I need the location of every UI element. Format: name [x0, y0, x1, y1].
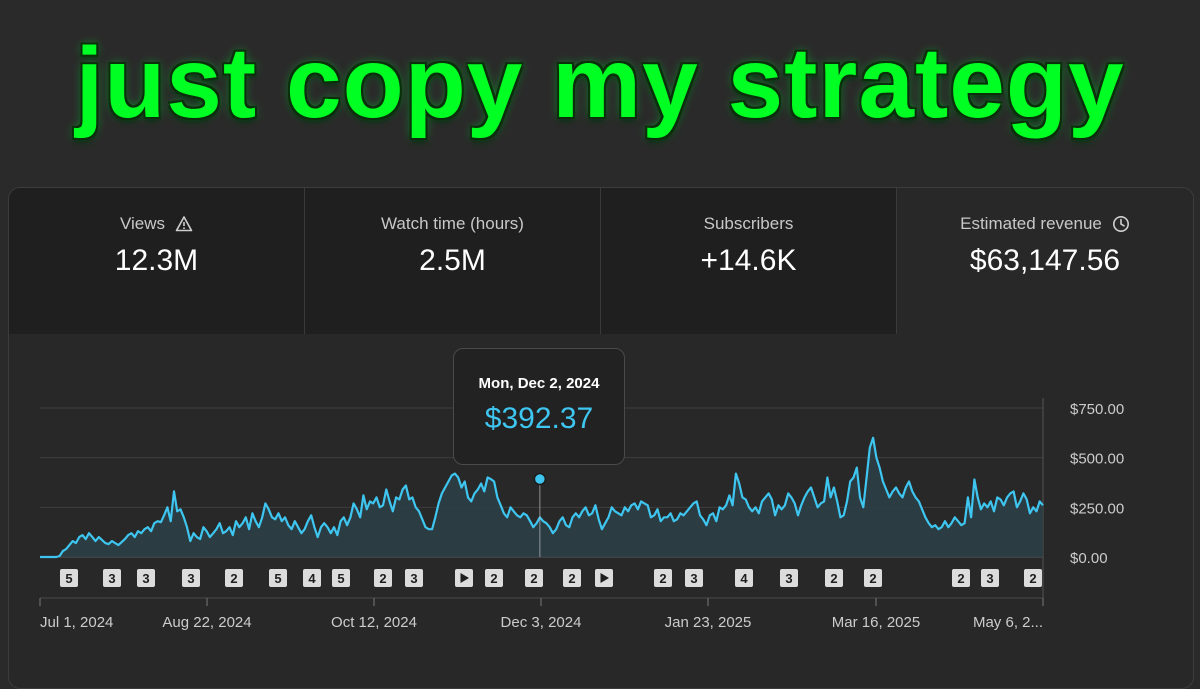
tooltip-value: $392.37 [484, 402, 594, 435]
upload-marker [60, 569, 78, 587]
upload-marker [563, 569, 581, 587]
views-label: Views [119, 214, 166, 233]
play-icon [460, 573, 469, 583]
upload-marker [1024, 569, 1042, 587]
play-icon [600, 573, 609, 583]
x-tick-label: Oct 12, 2024 [331, 614, 417, 631]
x-tick-label: Jul 1, 2024 [40, 614, 113, 631]
upload-marker-count: 2 [230, 571, 237, 586]
tab-subscribers[interactable]: Subscribers +14.6K [601, 188, 897, 334]
upload-marker-count: 3 [108, 571, 115, 586]
upload-marker-count: 2 [379, 571, 386, 586]
upload-marker [269, 569, 287, 587]
upload-marker [825, 569, 843, 587]
upload-marker-count: 3 [410, 571, 417, 586]
upload-marker-count: 5 [337, 571, 344, 586]
upload-marker [332, 569, 350, 587]
revenue-area [40, 437, 1043, 557]
upload-marker-count: 4 [308, 571, 316, 586]
upload-marker-count: 4 [740, 571, 748, 586]
upload-marker-count: 3 [142, 571, 149, 586]
upload-marker [225, 569, 243, 587]
upload-marker-count: 3 [187, 571, 194, 586]
upload-marker [303, 569, 321, 587]
upload-marker [182, 569, 200, 587]
tooltip-date: Mon, Dec 2, 2024 [478, 375, 600, 392]
upload-marker [981, 569, 999, 587]
subscribers-value: +14.6K [700, 244, 797, 277]
x-tick-label: May 6, 2... [973, 614, 1043, 631]
tab-estimated-revenue[interactable]: Estimated revenue $63,147.56 [897, 188, 1193, 334]
upload-marker-count: 3 [690, 571, 697, 586]
y-tick-label: $750.00 [1070, 401, 1124, 418]
views-value: 12.3M [114, 244, 199, 277]
metric-tabs: Views 12.3M Watch time (hours) 2.5M Subs… [9, 188, 1193, 334]
upload-marker [485, 569, 503, 587]
y-tick-label: $500.00 [1070, 451, 1124, 468]
y-tick-label: $250.00 [1070, 500, 1124, 517]
upload-marker-count: 2 [1029, 571, 1036, 586]
watch-time-value: 2.5M [419, 244, 486, 277]
upload-marker-count: 2 [869, 571, 876, 586]
y-tick-label: $0.00 [1070, 550, 1108, 567]
tab-views[interactable]: Views 12.3M [9, 188, 305, 334]
x-tick-label: Jan 23, 2025 [665, 614, 752, 631]
upload-marker [685, 569, 703, 587]
upload-marker [137, 569, 155, 587]
upload-marker [780, 569, 798, 587]
upload-marker-count: 2 [568, 571, 575, 586]
revenue-line [40, 436, 1044, 559]
upload-marker [374, 569, 392, 587]
upload-marker-count: 2 [490, 571, 497, 586]
upload-marker-count: 3 [785, 571, 792, 586]
upload-marker [735, 569, 753, 587]
warning-icon [175, 215, 193, 233]
subscribers-label: Subscribers [703, 214, 794, 233]
revenue-chart: $750.00 $500.00 $250.00 $0.00 Jul 1, 2024 Aug… [39, 398, 1124, 631]
upload-marker-count: 3 [986, 571, 993, 586]
chart-tooltip: Mon, Dec 2, 2024 $392.37 [453, 348, 625, 465]
headline: just copy my strategy [75, 27, 1125, 139]
upload-marker-count: 5 [65, 571, 72, 586]
clock-icon [1112, 215, 1130, 233]
upload-marker [952, 569, 970, 587]
upload-marker [405, 569, 423, 587]
watch-time-label: Watch time (hours) [381, 214, 524, 233]
x-tick-label: Dec 3, 2024 [501, 614, 582, 631]
revenue-value: $63,147.56 [969, 244, 1121, 277]
x-tick-label: Mar 16, 2025 [832, 614, 920, 631]
upload-marker-count: 2 [957, 571, 964, 586]
highlight-point [533, 472, 547, 486]
upload-marker-count: 2 [530, 571, 537, 586]
revenue-label: Estimated revenue [960, 214, 1102, 233]
x-tick-label: Aug 22, 2024 [162, 614, 251, 631]
upload-marker [103, 569, 121, 587]
upload-marker-count: 5 [274, 571, 281, 586]
upload-marker-count: 2 [830, 571, 837, 586]
tab-watch-time[interactable]: Watch time (hours) 2.5M [305, 188, 601, 334]
upload-marker [654, 569, 672, 587]
upload-marker [525, 569, 543, 587]
upload-marker [864, 569, 882, 587]
upload-marker-count: 2 [659, 571, 666, 586]
